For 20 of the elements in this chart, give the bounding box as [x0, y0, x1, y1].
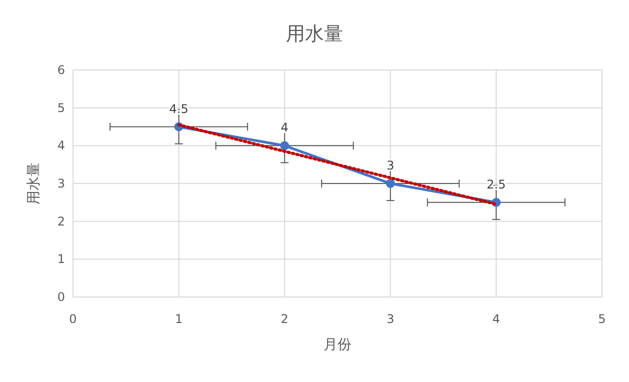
x-axis-title: 月份: [324, 337, 352, 353]
x-tick-label: 2: [280, 312, 288, 326]
data-label: 2.5: [486, 177, 506, 192]
y-tick-label: 3: [57, 176, 65, 190]
x-tick-label: 3: [386, 312, 394, 326]
x-tick-label: 4: [492, 312, 500, 326]
y-tick-label: 1: [57, 252, 65, 266]
y-tick-label: 0: [57, 290, 65, 304]
x-tick-label: 1: [174, 312, 183, 326]
point: [280, 141, 290, 150]
y-tick-label: 2: [57, 214, 65, 228]
y-tick-label: 6: [57, 63, 65, 77]
data-label: 4.5: [169, 102, 188, 116]
y-tick-label: 4: [57, 138, 65, 153]
y-axis-title: 用水量: [26, 162, 42, 204]
x-tick-label: 5: [598, 312, 606, 326]
x-tick-label: 0: [69, 312, 77, 326]
chart-title: 用水量: [286, 23, 343, 45]
y-tick-label: 5: [57, 100, 65, 115]
point: [386, 179, 395, 188]
